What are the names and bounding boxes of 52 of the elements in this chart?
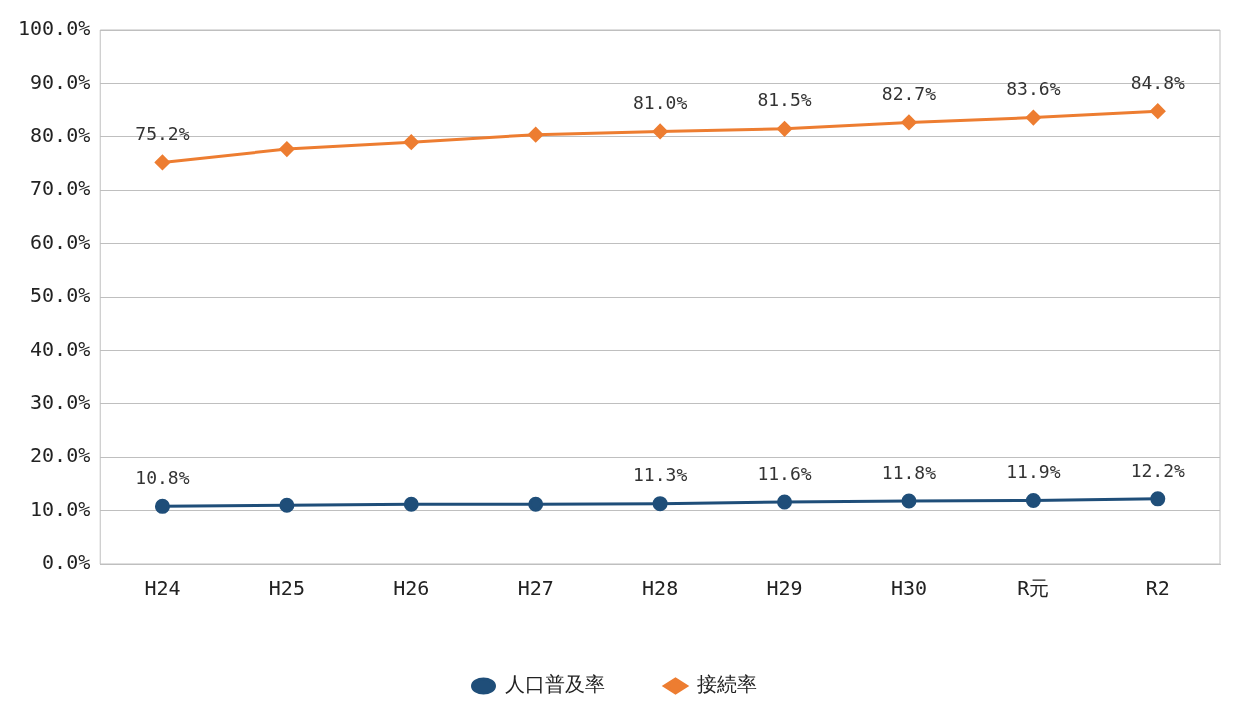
point xyxy=(1150,491,1166,507)
point xyxy=(652,123,668,139)
point xyxy=(1025,492,1041,508)
x-tick-label: R2 xyxy=(1145,576,1170,601)
point xyxy=(154,154,170,170)
data-label: 11.9% xyxy=(1006,461,1061,483)
data-label: 84.8% xyxy=(1130,71,1186,93)
y-tick-label: 50.0% xyxy=(30,283,91,308)
point xyxy=(403,496,419,512)
data-label: 82.7% xyxy=(881,83,937,105)
point xyxy=(777,494,793,510)
point xyxy=(403,134,419,150)
data-label: 10.8% xyxy=(135,467,190,488)
y-tick-label: 80.0% xyxy=(30,123,91,147)
point xyxy=(1150,103,1166,119)
data-label: 75.2% xyxy=(135,123,190,145)
x-tick-label: H24 xyxy=(144,576,181,601)
data-label: 11.8% xyxy=(881,461,937,483)
legend-label: 人口普及率 xyxy=(504,672,605,697)
x-tick-label: H25 xyxy=(268,576,305,601)
x-tick-label: H26 xyxy=(393,576,430,601)
y-tick-label: 0.0% xyxy=(42,550,91,575)
point xyxy=(901,493,917,509)
point xyxy=(279,497,295,513)
point xyxy=(528,127,544,143)
y-tick-label: 90.0% xyxy=(30,69,91,94)
x-tick-label: H27 xyxy=(517,576,554,601)
y-tick-label: 40.0% xyxy=(30,336,91,361)
y-tick-label: 10.0% xyxy=(30,496,91,521)
y-tick-label: 30.0% xyxy=(30,390,91,414)
y-tick-label: 70.0% xyxy=(30,176,91,201)
data-label: 12.2% xyxy=(1130,459,1186,481)
data-label: 81.5% xyxy=(757,89,812,111)
point xyxy=(154,498,170,514)
point xyxy=(1025,110,1041,126)
point xyxy=(777,121,793,137)
x-tick-label: R元 xyxy=(1017,576,1050,601)
y-tick-label: 20.0% xyxy=(30,443,91,468)
point xyxy=(652,496,668,512)
data-label: 11.6% xyxy=(757,462,812,484)
y-tick-label: 60.0% xyxy=(30,229,91,254)
point xyxy=(279,141,295,157)
point xyxy=(901,114,917,130)
data-label: 11.3% xyxy=(633,464,688,486)
data-label: 81.0% xyxy=(633,92,688,114)
x-tick-label: H29 xyxy=(766,576,803,601)
point xyxy=(528,496,544,512)
x-tick-label: H28 xyxy=(642,576,679,601)
legend-label: 接続率 xyxy=(696,672,757,697)
data-label: 83.6% xyxy=(1006,78,1061,100)
y-tick-label: 100.0% xyxy=(18,16,91,41)
x-tick-label: H30 xyxy=(890,576,928,601)
